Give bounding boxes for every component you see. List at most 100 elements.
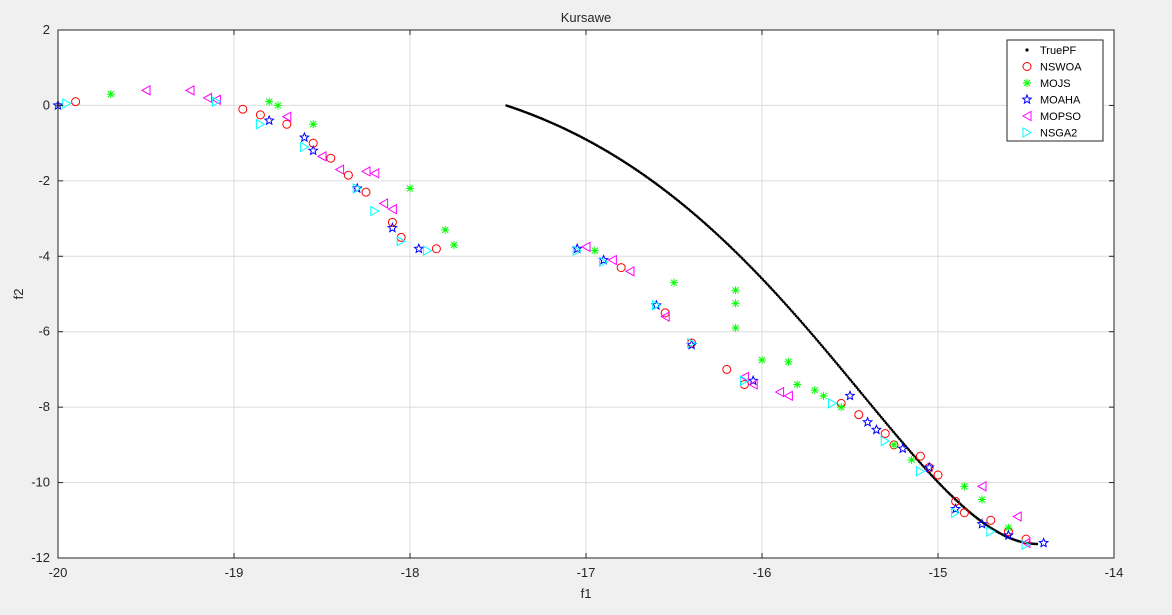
truepf-point <box>878 414 882 417</box>
moaha-point <box>844 390 856 401</box>
mojs-point <box>978 495 986 504</box>
truepf-point <box>779 296 782 300</box>
nswoa-point <box>915 451 925 461</box>
nsga2-point <box>827 398 838 409</box>
truepf-point <box>748 264 752 268</box>
mopso-point <box>211 94 221 106</box>
truepf-point <box>846 375 849 378</box>
nsga2-point <box>396 235 407 247</box>
y-tick-label: -4 <box>38 248 50 263</box>
truepf-point <box>873 408 877 412</box>
truepf-point <box>731 247 734 251</box>
truepf-point <box>769 286 773 290</box>
truepf-point <box>847 376 851 380</box>
truepf-point <box>726 242 729 246</box>
x-tick-label: -15 <box>929 565 948 580</box>
truepf-point <box>852 382 856 386</box>
mojs-point <box>265 97 274 106</box>
nsga2-point <box>423 245 433 256</box>
x-tick-label: -17 <box>577 565 596 580</box>
truepf-point <box>790 309 793 312</box>
truepf-point <box>785 303 788 307</box>
truepf-point <box>858 390 862 393</box>
mojs-point <box>309 120 318 129</box>
truepf-point <box>813 336 817 339</box>
nsga2-point <box>370 205 380 217</box>
truepf-point <box>898 437 901 441</box>
nsga2-point <box>599 256 609 268</box>
moaha-point <box>571 242 583 254</box>
truepf-point <box>920 463 924 467</box>
mopso-point <box>774 386 785 398</box>
truepf-point <box>887 425 891 428</box>
truepf-point <box>771 288 774 291</box>
nsga2-point <box>572 245 583 256</box>
truepf-point <box>886 423 889 426</box>
data-markers <box>52 84 1050 551</box>
legend-label-mojs: MOJS <box>1040 78 1071 90</box>
nswoa-point <box>326 153 336 163</box>
x-tick-label: -14 <box>1105 565 1124 580</box>
mojs-point <box>890 440 898 449</box>
mopso-point <box>184 84 195 96</box>
truepf-point <box>801 321 804 325</box>
series-nsga2 <box>62 96 1032 551</box>
legend-label-nswoa: NSWOA <box>1040 62 1082 74</box>
truepf-point <box>818 341 821 345</box>
truepf-point <box>767 284 771 288</box>
truepf-point <box>723 239 726 243</box>
mopso-point <box>202 92 213 104</box>
mopso-point <box>316 150 327 162</box>
truepf-point <box>780 298 784 302</box>
series-moaha <box>52 99 1050 548</box>
legend-marker-nswoa <box>1022 62 1032 71</box>
y-tick-label: -10 <box>31 475 50 490</box>
truepf-point <box>857 388 860 391</box>
truepf-point <box>821 345 825 349</box>
truepf-point <box>745 261 749 265</box>
mopso-point <box>1012 511 1022 522</box>
mojs-point <box>106 90 115 99</box>
truepf-point <box>782 300 785 304</box>
x-tick-label: -19 <box>225 565 244 580</box>
truepf-point <box>880 415 883 419</box>
moaha-point <box>598 254 610 265</box>
nsga2-point <box>211 96 222 108</box>
truepf-point <box>892 430 895 434</box>
nswoa-point <box>343 170 353 180</box>
mopso-point <box>140 84 151 96</box>
moaha-point <box>413 242 425 254</box>
mopso-point <box>378 198 389 209</box>
nswoa-point <box>431 244 441 254</box>
truepf-point <box>827 352 831 356</box>
truepf-point <box>889 426 892 430</box>
truepf-point <box>860 391 863 395</box>
truepf-point <box>896 435 900 439</box>
moaha-point <box>976 518 988 529</box>
truepf-point <box>815 338 818 341</box>
mopso-point <box>739 371 749 383</box>
moaha-point <box>298 131 310 143</box>
truepf-point <box>788 307 792 311</box>
truepf-point <box>884 421 888 425</box>
truepf-point <box>794 314 798 318</box>
truepf-point <box>919 462 922 465</box>
truepf-point <box>826 350 829 354</box>
truepf-point <box>739 255 742 258</box>
nswoa-point <box>854 410 864 420</box>
y-tick-label: -12 <box>31 550 50 565</box>
nsga2-point <box>255 118 266 130</box>
mopso-point <box>607 254 617 266</box>
moaha-point <box>386 222 398 233</box>
truepf-point <box>836 363 840 367</box>
truepf-point <box>751 268 755 271</box>
truepf-point <box>793 312 796 316</box>
mojs-point <box>590 246 599 255</box>
nsga2-point <box>352 183 363 194</box>
nswoa-point <box>933 470 943 480</box>
series-mojs <box>106 90 1013 532</box>
nswoa-point <box>361 187 371 197</box>
truepf-point <box>812 334 815 338</box>
mojs-point <box>441 225 450 234</box>
truepf-point <box>893 432 897 435</box>
